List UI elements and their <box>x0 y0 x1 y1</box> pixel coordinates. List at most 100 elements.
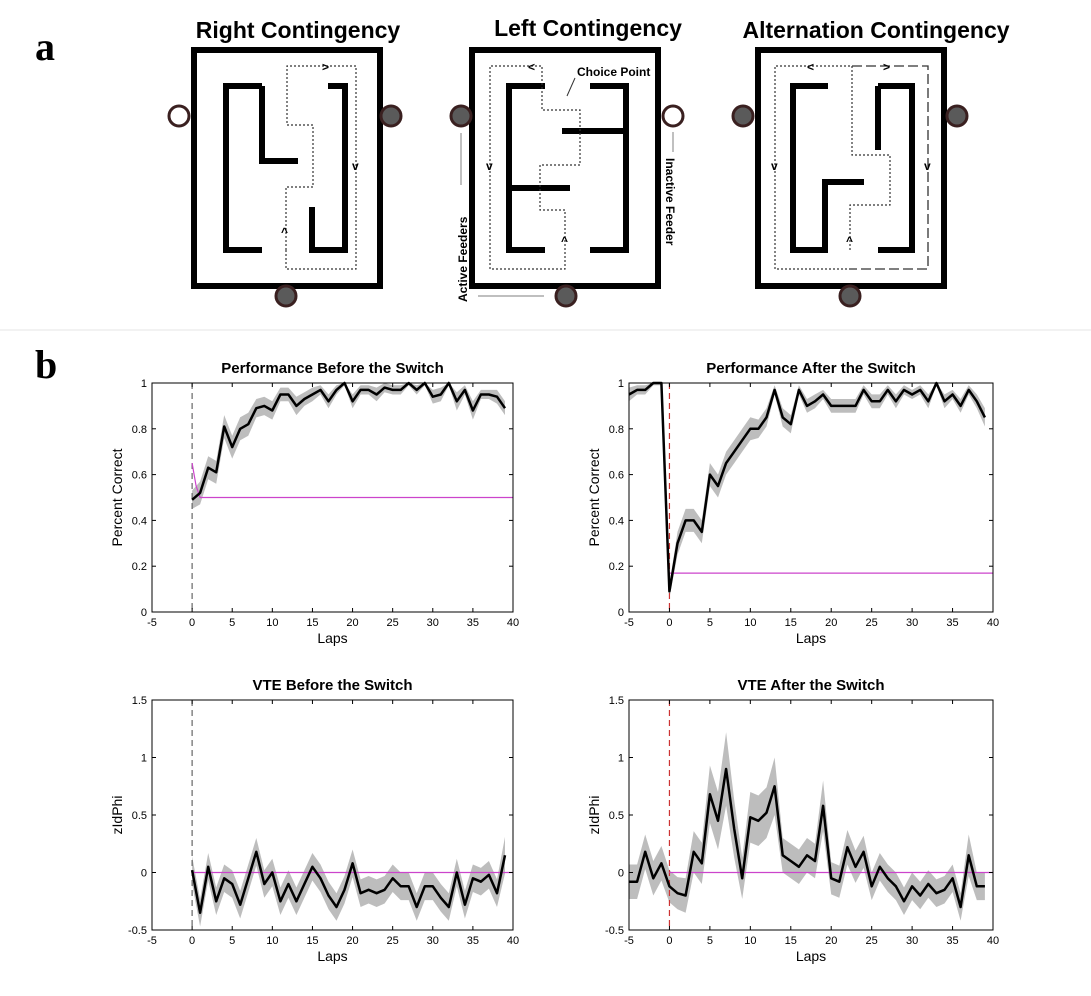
y-tick-label: 1 <box>618 378 624 390</box>
maze-alternation-arrow-right: > <box>883 60 890 74</box>
maze-right: Right Contingency > v ^ <box>167 17 403 308</box>
y-tick-label: 0.6 <box>609 470 624 482</box>
y-tick-label: 1.5 <box>609 695 624 707</box>
panel-label-b: b <box>35 342 57 387</box>
y-tick-label: -0.5 <box>128 925 147 937</box>
maze-alternation-arrow-left: < <box>807 60 814 74</box>
x-tick-label: 25 <box>866 617 878 629</box>
maze-left-feeder-left <box>449 104 473 128</box>
x-tick-label: -5 <box>624 935 634 947</box>
maze-left-route <box>489 65 581 270</box>
x-tick-label: 0 <box>189 935 195 947</box>
maze-right-arrow-top: > <box>322 60 329 74</box>
y-tick-label: 0 <box>141 607 147 619</box>
x-axis-label: Laps <box>796 948 826 964</box>
maze-right-arrow-up: ^ <box>281 225 288 239</box>
x-tick-label: 30 <box>906 935 918 947</box>
y-tick-label: 0.4 <box>609 515 624 527</box>
maze-left-choice-point: Choice Point <box>577 65 650 79</box>
x-tick-label: 40 <box>987 617 999 629</box>
x-axis-label: Laps <box>317 948 347 964</box>
y-tick-label: 0.8 <box>132 424 147 436</box>
chart-performance-after: -5 0 5 10 15 20 25 30 35 4000.20.40.60.81Performa… <box>586 360 999 646</box>
y-tick-label: 0 <box>618 607 624 619</box>
maze-alternation-feeder-right <box>945 104 969 128</box>
maze-left-feeder-right <box>661 104 685 128</box>
x-tick-label: -5 <box>624 617 634 629</box>
chart-title: VTE After the Switch <box>738 677 885 694</box>
maze-left-choice-pointer <box>566 77 576 97</box>
y-tick-label: 0.2 <box>132 561 147 573</box>
y-tick-label: 0 <box>141 868 147 880</box>
y-tick-label: 1 <box>141 378 147 390</box>
maze-alternation-arrow-up: ^ <box>846 234 853 248</box>
x-tick-label: 25 <box>866 935 878 947</box>
x-tick-label: 10 <box>266 617 278 629</box>
y-tick-label: 0.2 <box>609 561 624 573</box>
maze-right-route <box>285 65 357 270</box>
maze-right-feeder-left <box>167 104 191 128</box>
y-tick-label: 1 <box>618 753 624 765</box>
maze-left-arrow-up: ^ <box>561 234 568 248</box>
y-axis-label: zIdPhi <box>109 796 125 835</box>
maze-left-wall-right <box>590 83 629 253</box>
x-tick-label: -5 <box>147 935 157 947</box>
maze-right-feeder-bottom <box>274 284 298 308</box>
y-tick-label: 0.6 <box>132 470 147 482</box>
chart-performance-before: -5 0 5 10 15 20 25 30 35 4000.20.40.60.81Performa… <box>109 360 519 646</box>
maze-alternation-feeder-bottom <box>838 284 862 308</box>
maze-left-arrow-top: < <box>528 60 535 74</box>
y-tick-label: 0.4 <box>132 515 147 527</box>
x-tick-label: 30 <box>427 935 439 947</box>
x-tick-label: -5 <box>147 617 157 629</box>
panel-label-a: a <box>35 24 55 69</box>
chart-title: Performance After the Switch <box>706 360 916 377</box>
chart-title: VTE Before the Switch <box>252 677 412 694</box>
maze-right-wall-left <box>223 83 262 253</box>
chance-line <box>191 462 513 499</box>
maze-alternation-frame <box>755 47 947 289</box>
x-tick-label: 0 <box>189 617 195 629</box>
x-tick-label: 5 <box>229 935 235 947</box>
x-tick-label: 40 <box>507 935 519 947</box>
x-tick-label: 5 <box>707 617 713 629</box>
x-tick-label: 5 <box>229 617 235 629</box>
x-tick-label: 35 <box>467 617 479 629</box>
maze-left-feeder-bottom <box>554 284 578 308</box>
x-tick-label: 10 <box>744 617 756 629</box>
maze-left: Left Contingency < v ^ Choice Point Acti… <box>449 15 685 308</box>
y-tick-label: 0 <box>618 868 624 880</box>
x-tick-label: 30 <box>906 617 918 629</box>
series-line <box>190 850 507 915</box>
series-line <box>191 381 507 501</box>
maze-right-wall-right <box>309 83 348 253</box>
x-tick-label: 20 <box>825 617 837 629</box>
error-band <box>192 383 505 509</box>
maze-right-feeder-right <box>379 104 403 128</box>
x-tick-label: 35 <box>467 935 479 947</box>
x-tick-label: 30 <box>427 617 439 629</box>
maze-alternation: Alternation Contingency < > v v ^ <box>731 17 1010 308</box>
axes-frame <box>151 382 514 613</box>
x-tick-label: 40 <box>987 935 999 947</box>
maze-left-active-feeders-label: Active Feeders <box>456 216 470 302</box>
x-tick-label: 15 <box>785 935 797 947</box>
error-band <box>629 383 985 599</box>
y-tick-label: 0.5 <box>609 810 624 822</box>
x-axis-label: Laps <box>796 630 826 646</box>
maze-alternation-wall-stem <box>822 179 864 250</box>
maze-alternation-feeder-left <box>731 104 755 128</box>
chart-title: Performance Before the Switch <box>221 360 444 377</box>
y-tick-label: 0.8 <box>609 424 624 436</box>
error-band <box>629 732 985 921</box>
x-tick-label: 35 <box>946 935 958 947</box>
maze-alternation-arrow-down-left: v <box>771 159 778 173</box>
x-tick-label: 25 <box>387 617 399 629</box>
x-axis-label: Laps <box>317 630 347 646</box>
maze-right-title: Right Contingency <box>196 17 401 43</box>
maze-left-title: Left Contingency <box>494 15 682 41</box>
maze-alternation-title: Alternation Contingency <box>742 17 1009 43</box>
y-tick-label: -0.5 <box>605 925 624 937</box>
x-tick-label: 10 <box>744 935 756 947</box>
